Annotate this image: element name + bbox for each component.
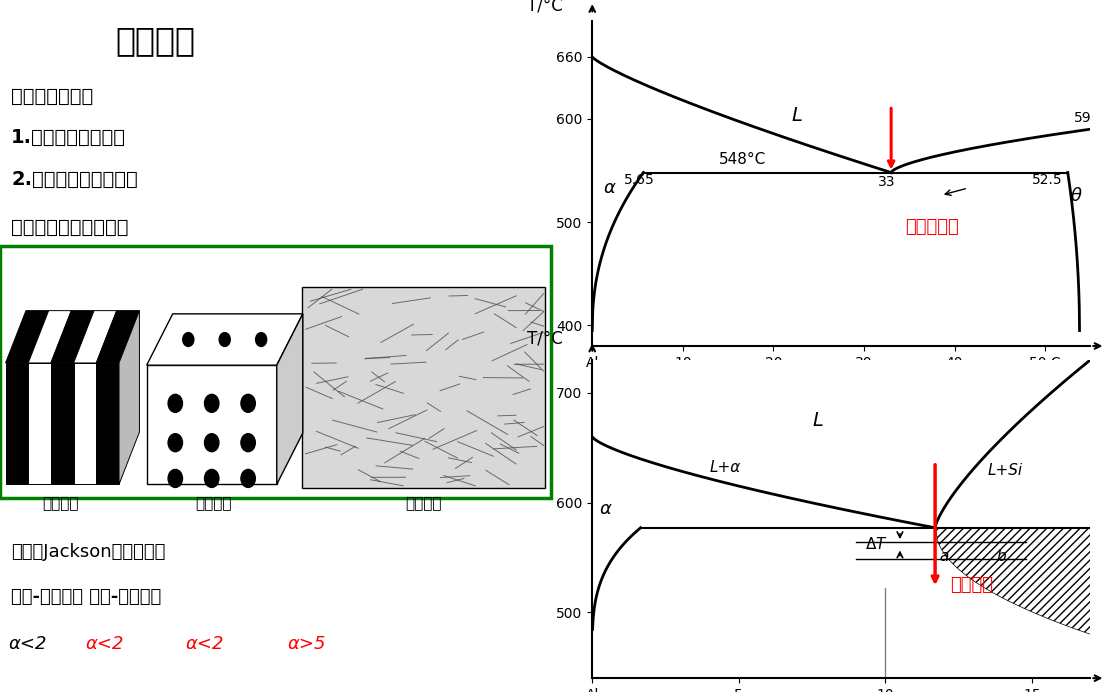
Text: 52.5: 52.5 (1032, 173, 1062, 187)
Bar (6, 363, 28, 484)
Circle shape (205, 394, 219, 412)
Text: 共晶凝固特点：: 共晶凝固特点： (11, 86, 93, 105)
Polygon shape (28, 311, 71, 363)
Circle shape (168, 394, 183, 412)
Polygon shape (6, 311, 49, 363)
Polygon shape (120, 311, 139, 484)
Text: 针状共晶: 针状共晶 (950, 576, 993, 594)
Circle shape (241, 394, 256, 412)
Text: b: b (996, 549, 1006, 564)
Polygon shape (277, 314, 302, 484)
Text: L: L (813, 410, 823, 430)
Text: 33: 33 (878, 175, 896, 189)
Polygon shape (146, 314, 302, 365)
Text: 金属-金属型， 金属-非金属型: 金属-金属型， 金属-非金属型 (11, 588, 162, 606)
Text: α: α (603, 179, 615, 197)
Text: θ: θ (1070, 188, 1082, 206)
Text: α<2: α<2 (9, 635, 46, 653)
Circle shape (168, 469, 183, 487)
FancyBboxPatch shape (0, 246, 550, 498)
Text: $\Delta T$: $\Delta T$ (865, 536, 888, 552)
Circle shape (205, 434, 219, 452)
Bar (73, 363, 96, 484)
Circle shape (205, 469, 219, 487)
Text: 59: 59 (1074, 111, 1092, 125)
Text: 548°C: 548°C (720, 152, 766, 167)
Bar (301, 287, 545, 488)
Bar (96, 363, 118, 484)
Circle shape (219, 333, 230, 347)
Text: 2.两个固相间有相界面: 2.两个固相间有相界面 (11, 170, 137, 188)
Text: 共晶凝固: 共晶凝固 (115, 24, 195, 57)
Text: 针状共晶: 针状共晶 (405, 496, 442, 511)
Bar (51, 363, 73, 484)
Text: L: L (792, 106, 803, 125)
Text: 片层共晶: 片层共晶 (43, 496, 79, 511)
Circle shape (241, 469, 256, 487)
Text: α>5: α>5 (288, 635, 327, 653)
Text: a: a (940, 549, 949, 564)
Text: α<2: α<2 (86, 635, 124, 653)
Text: 5.65: 5.65 (624, 173, 654, 187)
Circle shape (256, 333, 267, 347)
Text: 片层状共晶: 片层状共晶 (904, 219, 959, 237)
Text: 1.两个固相同时析出: 1.两个固相同时析出 (11, 128, 126, 147)
Text: L+Si: L+Si (987, 463, 1023, 478)
X-axis label: $\omega_{Cu}$/%: $\omega_{Cu}$/% (817, 372, 866, 391)
Bar (146, 365, 277, 484)
Text: T/°C: T/°C (527, 329, 563, 347)
Polygon shape (96, 311, 139, 363)
Bar (28, 363, 51, 484)
Polygon shape (73, 311, 116, 363)
Text: 共晶按Jackson因子分类：: 共晶按Jackson因子分类： (11, 543, 165, 561)
Circle shape (241, 434, 256, 452)
Circle shape (168, 434, 183, 452)
Text: T/°C: T/°C (527, 0, 563, 15)
Text: 共晶按组织特征分类：: 共晶按组织特征分类： (11, 218, 128, 237)
Text: 棒状共晶: 棒状共晶 (195, 496, 231, 511)
Text: α: α (600, 500, 611, 518)
Text: L+α: L+α (710, 459, 741, 475)
Circle shape (183, 333, 194, 347)
Text: α<2: α<2 (186, 635, 224, 653)
Polygon shape (51, 311, 94, 363)
